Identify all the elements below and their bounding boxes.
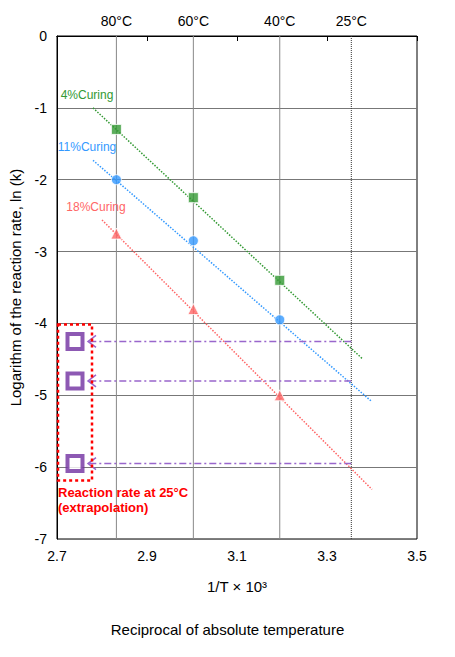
svg-text:0: 0 xyxy=(39,28,47,44)
svg-text:-7: -7 xyxy=(35,531,48,547)
svg-text:3.3: 3.3 xyxy=(317,548,337,564)
svg-text:Reciprocal of absolute tempera: Reciprocal of absolute temperature xyxy=(111,621,344,638)
svg-text:(extrapolation): (extrapolation) xyxy=(58,500,148,515)
svg-text:3.1: 3.1 xyxy=(227,548,247,564)
svg-text:25°C: 25°C xyxy=(336,13,367,29)
svg-text:-3: -3 xyxy=(35,244,48,260)
svg-text:Logarithm of the reaction rate: Logarithm of the reaction rate, ln (k) xyxy=(7,169,24,407)
svg-text:4%Curing: 4%Curing xyxy=(61,88,114,102)
svg-text:-4: -4 xyxy=(35,315,48,331)
svg-text:2.9: 2.9 xyxy=(137,548,157,564)
svg-text:-2: -2 xyxy=(35,172,48,188)
svg-text:3.5: 3.5 xyxy=(407,548,427,564)
svg-text:11%Curing: 11%Curing xyxy=(58,140,116,154)
svg-text:60°C: 60°C xyxy=(178,13,209,29)
svg-text:-5: -5 xyxy=(35,387,48,403)
svg-text:-6: -6 xyxy=(35,459,48,475)
svg-text:2.7: 2.7 xyxy=(47,548,67,564)
svg-text:18%Curing: 18%Curing xyxy=(66,200,125,214)
svg-text:-1: -1 xyxy=(35,100,48,116)
svg-text:80°C: 80°C xyxy=(101,13,132,29)
svg-text:Reaction rate at 25°C: Reaction rate at 25°C xyxy=(58,485,189,500)
svg-text:1/T × 10³: 1/T × 10³ xyxy=(207,578,267,595)
svg-text:40°C: 40°C xyxy=(264,13,295,29)
